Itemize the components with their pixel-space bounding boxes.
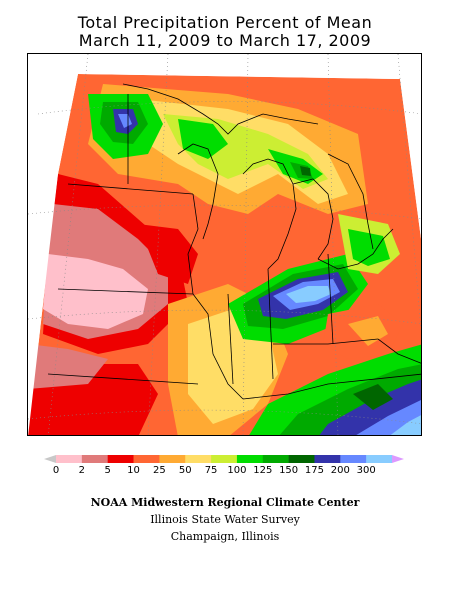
legend-swatch (211, 455, 238, 463)
color-legend (44, 455, 404, 463)
legend-swatch (133, 455, 160, 463)
legend-tick-label: 75 (204, 465, 218, 476)
legend-tick-label: 10 (127, 465, 140, 476)
legend-swatch (81, 455, 108, 463)
legend-swatch-high (392, 455, 404, 463)
legend-tick-label: 2 (78, 465, 86, 476)
legend-tick-label: 0 (52, 465, 60, 476)
map-canvas (28, 54, 421, 435)
legend-tick-label: 25 (153, 465, 166, 476)
legend-tick-label: 175 (304, 465, 324, 476)
credit-survey: Illinois State Water Survey (150, 513, 300, 526)
legend-tick-label: 5 (104, 465, 111, 476)
legend-swatch (288, 455, 315, 463)
legend-tick-label: 50 (178, 465, 192, 476)
legend-swatch (366, 455, 393, 463)
legend-swatch (236, 455, 264, 463)
legend-swatch (56, 455, 83, 463)
credit-location: Champaign, Illinois (170, 530, 280, 543)
legend-tick-label: 100 (227, 465, 247, 476)
legend-swatch (314, 455, 341, 463)
state-boundaries (47, 83, 421, 400)
precipitation-map (27, 53, 422, 436)
legend-swatch (340, 455, 367, 463)
legend-tick-label: 200 (330, 465, 350, 476)
legend-tick-label: 150 (279, 465, 299, 476)
legend-swatch (159, 455, 186, 463)
legend-swatch (262, 455, 289, 463)
map-date-range: March 11, 2009 to March 17, 2009 (78, 31, 372, 50)
graticule (28, 54, 421, 435)
legend-swatch-low (44, 455, 56, 463)
legend-tick-label: 300 (356, 465, 376, 476)
legend-swatch (107, 455, 134, 463)
legend-tick-label: 125 (253, 465, 273, 476)
credit-org: NOAA Midwestern Regional Climate Center (90, 496, 360, 509)
legend-swatch (185, 455, 212, 463)
map-title: Total Precipitation Percent of Mean (77, 13, 373, 32)
